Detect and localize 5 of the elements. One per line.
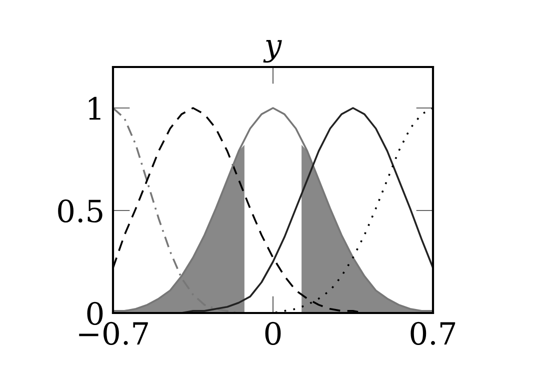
chart-title: y xyxy=(263,40,282,63)
x-tick-label: 0.7 xyxy=(410,322,456,345)
x-tick-label: 0 xyxy=(265,322,281,345)
y-tick-label: 1 xyxy=(88,96,100,120)
y-tick-label: 0.5 xyxy=(58,199,102,223)
